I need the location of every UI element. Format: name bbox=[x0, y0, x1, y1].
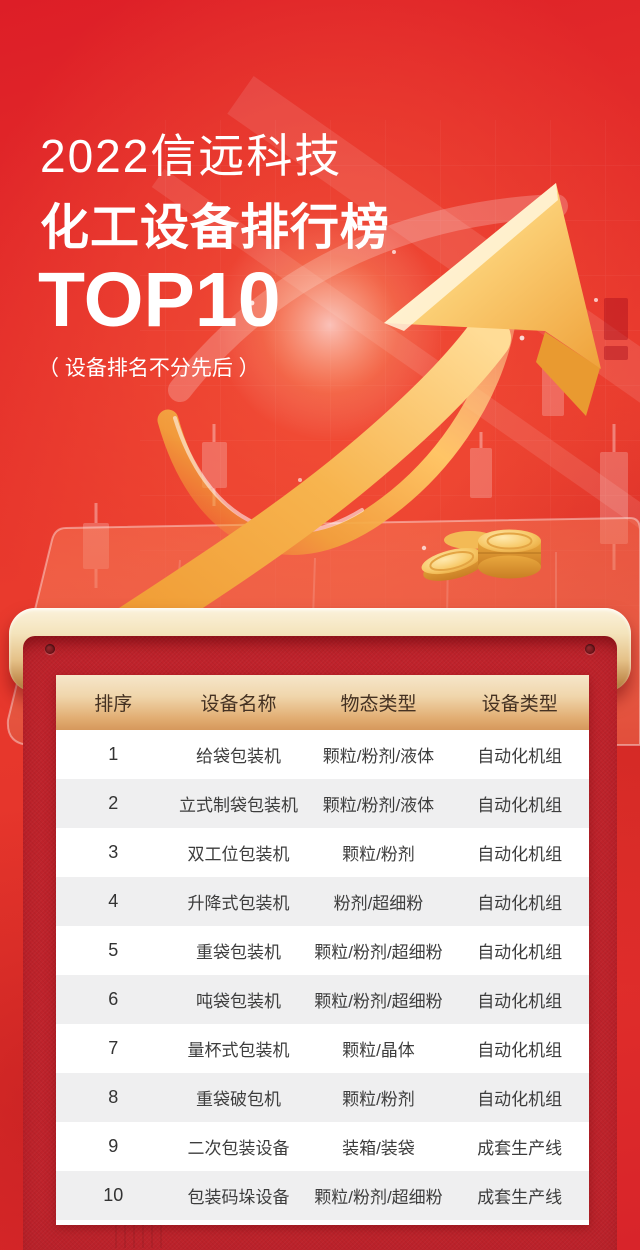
table-cell: 自动化机组 bbox=[477, 1090, 563, 1109]
title-top10: TOP10 bbox=[38, 257, 281, 343]
table-cell: 二次包装设备 bbox=[187, 1139, 290, 1158]
table-cell: 颗粒/粉剂/超细粉 bbox=[314, 992, 443, 1011]
header-cell: 排序 bbox=[94, 694, 133, 715]
header-cell: 设备名称 bbox=[200, 694, 277, 715]
table-row: 8 重袋破包机 颗粒/粉剂 自动化机组 bbox=[56, 1073, 589, 1122]
rank-cell: 6 bbox=[108, 989, 119, 1009]
table-cell: 给袋包装机 bbox=[196, 747, 282, 766]
table-cell: 量杯式包装机 bbox=[187, 1041, 290, 1060]
table-row: 1 给袋包装机 颗粒/粉剂/液体 自动化机组 bbox=[56, 730, 589, 779]
subtitle-note: （ 设备排名不分先后 ） bbox=[38, 357, 260, 380]
rank-cell: 1 bbox=[108, 744, 119, 764]
title-main: 化工设备排行榜 bbox=[40, 201, 391, 255]
table-cell: 自动化机组 bbox=[477, 747, 563, 766]
title-year-brand: 2022信远科技 bbox=[40, 130, 343, 182]
table-cell: 颗粒/粉剂/超细粉 bbox=[314, 943, 443, 962]
table-row: 2 立式制袋包装机 颗粒/粉剂/液体 自动化机组 bbox=[56, 779, 589, 828]
rank-cell: 8 bbox=[108, 1087, 119, 1107]
table-cell: 成套生产线 bbox=[477, 1188, 563, 1207]
table-row: 7 量杯式包装机 颗粒/晶体 自动化机组 bbox=[56, 1024, 589, 1073]
header-cell: 物态类型 bbox=[340, 694, 417, 715]
table-cell: 自动化机组 bbox=[477, 894, 563, 913]
table-row: 5 重袋包装机 颗粒/粉剂/超细粉 自动化机组 bbox=[56, 926, 589, 975]
table-cell: 颗粒/粉剂/超细粉 bbox=[314, 1188, 443, 1207]
ranking-table: 排序 设备名称 物态类型 设备类型 1 给袋包装机 颗粒/粉剂/液体 自动化机组 2 立式制袋包… bbox=[56, 675, 589, 1225]
table-cell: 吨袋包装机 bbox=[196, 992, 282, 1011]
table-cell: 颗粒/粉剂 bbox=[342, 1090, 415, 1109]
table-cell: 升降式包装机 bbox=[187, 894, 290, 913]
table-cell: 颗粒/粉剂 bbox=[342, 845, 415, 864]
table-cell: 装箱/装袋 bbox=[342, 1139, 415, 1158]
table-row: 10 包装码垛设备 颗粒/粉剂/超细粉 成套生产线 bbox=[56, 1171, 589, 1220]
table-cell: 粉剂/超细粉 bbox=[333, 894, 424, 913]
rank-cell: 4 bbox=[108, 891, 119, 911]
table-cell: 自动化机组 bbox=[477, 796, 563, 815]
rivet-right-icon bbox=[585, 644, 595, 654]
table-cell: 双工位包装机 bbox=[187, 845, 290, 864]
table-cell: 成套生产线 bbox=[477, 1139, 563, 1158]
table-row: 6 吨袋包装机 颗粒/粉剂/超细粉 自动化机组 bbox=[56, 975, 589, 1024]
table-cell: 自动化机组 bbox=[477, 1041, 563, 1060]
table-head: 排序 设备名称 物态类型 设备类型 bbox=[56, 675, 589, 730]
table-cell: 自动化机组 bbox=[477, 845, 563, 864]
table-cell: 颗粒/晶体 bbox=[342, 1041, 415, 1060]
table-cell: 自动化机组 bbox=[477, 943, 563, 962]
header-cell: 设备类型 bbox=[481, 694, 558, 715]
table-cell: 重袋破包机 bbox=[196, 1090, 282, 1109]
rank-cell: 10 bbox=[103, 1185, 124, 1205]
arrow-up-icon bbox=[77, 183, 601, 671]
table-cell: 立式制袋包装机 bbox=[179, 796, 299, 815]
table-body: 1 给袋包装机 颗粒/粉剂/液体 自动化机组 2 立式制袋包装机 颗粒/粉剂/液体 自动化机组… bbox=[56, 730, 589, 1220]
rank-cell: 2 bbox=[108, 793, 119, 813]
rank-cell: 5 bbox=[108, 940, 119, 960]
table-row: 9 二次包装设备 装箱/装袋 成套生产线 bbox=[56, 1122, 589, 1171]
rank-cell: 7 bbox=[108, 1038, 119, 1058]
coins-icon bbox=[421, 529, 541, 581]
rank-cell: 3 bbox=[108, 842, 119, 862]
table-row: 3 双工位包装机 颗粒/粉剂 自动化机组 bbox=[56, 828, 589, 877]
table-cell: 自动化机组 bbox=[477, 992, 563, 1011]
light-flare bbox=[215, 210, 445, 440]
table-cell: 颗粒/粉剂/液体 bbox=[322, 747, 435, 766]
table-cell: 包装码垛设备 bbox=[187, 1188, 290, 1207]
table-cell: 颗粒/粉剂/液体 bbox=[322, 796, 435, 815]
rank-cell: 9 bbox=[108, 1136, 119, 1156]
table-row: 4 升降式包装机 粉剂/超细粉 自动化机组 bbox=[56, 877, 589, 926]
table-cell: 重袋包装机 bbox=[196, 943, 282, 962]
rivet-left-icon bbox=[45, 644, 55, 654]
